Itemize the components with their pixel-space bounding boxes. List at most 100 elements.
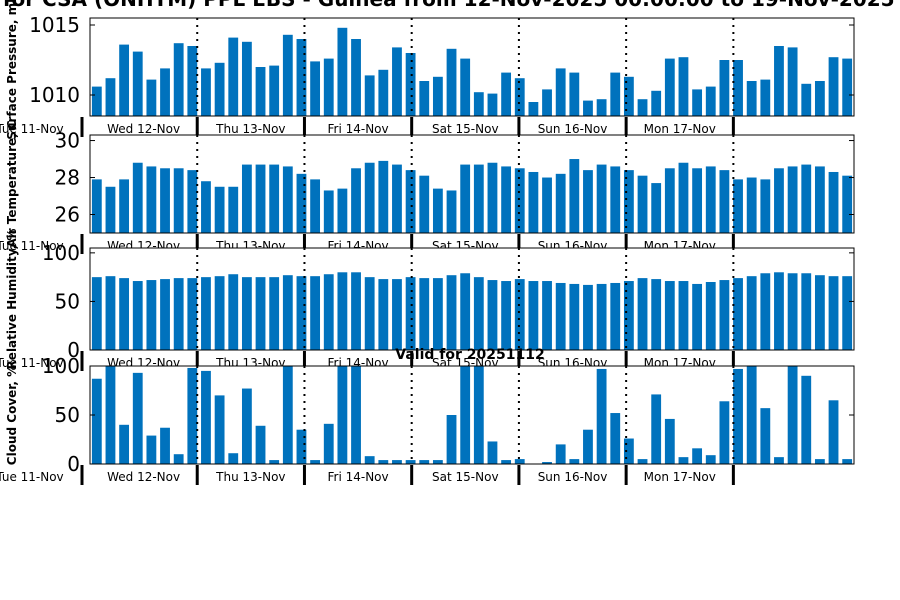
bar: 28.5 (160, 168, 170, 233)
bar: 75 (91, 277, 102, 350)
bar: 64 (719, 401, 730, 464)
bar: 100 (105, 366, 116, 464)
bar: 28.2 (296, 173, 307, 233)
bar: 28 (542, 177, 552, 233)
day-label: Tue 11-Nov (0, 122, 64, 136)
y-axis-label: Surface Pressure, mb (5, 0, 19, 140)
bar: 70 (214, 395, 225, 464)
bar: 79 (801, 273, 812, 350)
bar: 80 (774, 272, 784, 350)
bar: 76 (746, 276, 757, 350)
bar: 74 (119, 278, 130, 350)
bar: 1013.5 (187, 46, 198, 116)
day-label: Tue 11-Nov (0, 470, 64, 484)
bar: 100 (787, 366, 798, 464)
bar: 74 (419, 278, 430, 350)
bar: 1013.5 (774, 46, 784, 116)
bar: 93 (132, 372, 143, 464)
bar: 1011.9 (201, 68, 211, 116)
y-tick-label: 100 (42, 354, 80, 378)
y-axis-label: Relative Humidity, % (5, 229, 19, 370)
bar: 1014.1 (228, 37, 239, 116)
bar: 75 (241, 277, 252, 350)
bar: 1011.3 (432, 76, 443, 116)
bar: 77 (241, 388, 252, 464)
bar: 27.4 (337, 188, 348, 233)
bar: 1012.3 (214, 62, 225, 116)
bar: 75 (364, 277, 375, 350)
bar: 4 (310, 460, 321, 464)
bar: 1013.7 (173, 43, 184, 117)
bar: 95 (201, 370, 211, 464)
day-label: Mon 17-Nov (644, 470, 716, 484)
bar: 76 (296, 276, 307, 350)
bar: 28.6 (814, 166, 825, 233)
bar: 9 (705, 455, 716, 464)
bar: 75 (405, 277, 416, 350)
bar: 1011.3 (623, 76, 634, 116)
bar: 72 (719, 280, 730, 350)
bar: 28.1 (842, 175, 853, 233)
bar: 1012.6 (460, 58, 471, 116)
bar: 1011.6 (610, 72, 621, 116)
bar: 28.4 (719, 170, 730, 233)
bar: 5 (569, 459, 580, 464)
bar: 74 (187, 278, 198, 350)
bar: 1012.6 (842, 58, 853, 116)
bar: 72 (146, 280, 157, 350)
bar: 27.9 (91, 179, 102, 233)
day-label: Mon 17-Nov (644, 122, 716, 136)
bar: 1011.8 (378, 69, 389, 116)
bar: 35 (583, 429, 593, 464)
bar: 71 (664, 281, 675, 350)
bar: 28.7 (596, 164, 607, 233)
bar: 27.3 (323, 190, 334, 233)
bar: 27.9 (119, 179, 130, 233)
bar: 1009.7 (637, 99, 648, 116)
bar: 50 (446, 415, 457, 464)
bar: 28.6 (787, 166, 798, 233)
bar: 77 (814, 275, 825, 350)
bar: 5 (842, 459, 853, 464)
bar: 67 (583, 284, 593, 350)
axis-frame (89, 134, 855, 234)
bar: 28.8 (487, 162, 498, 233)
bar: 28.4 (187, 170, 198, 233)
bar: 1010.4 (542, 89, 552, 116)
bar: 27.5 (214, 186, 225, 233)
bar: 28.3 (528, 171, 539, 233)
bar: 27.4 (432, 188, 443, 233)
bar: 1014 (296, 39, 307, 116)
bar: 2 (542, 462, 552, 464)
y-axis-label: Cloud Cover, % (5, 365, 19, 465)
bar: 1012.6 (323, 58, 334, 116)
bar: 1011.4 (364, 75, 375, 116)
bar: 28.4 (583, 170, 593, 233)
bar: 1013.6 (119, 44, 130, 116)
bar: 1012.7 (678, 57, 689, 116)
bar: 71 (678, 281, 689, 350)
bar: 27.8 (201, 181, 211, 233)
bar: 28 (746, 177, 757, 233)
day-label: Sun 16-Nov (538, 470, 608, 484)
panel-4: 8710040932937109895701177394100354411001… (0, 354, 855, 485)
bar: 28.4 (405, 170, 416, 233)
bar: 1011 (419, 81, 430, 116)
bar: 76 (310, 276, 321, 350)
bar: 1011.1 (146, 79, 157, 116)
bar: 70 (705, 282, 716, 350)
bar: 72 (487, 280, 498, 350)
bar: 28.8 (132, 162, 143, 233)
bar: 28.6 (705, 166, 716, 233)
bar: 28.7 (255, 164, 266, 233)
bar: 1013.4 (787, 47, 798, 116)
bar: 1013 (405, 53, 416, 116)
bar: 77 (282, 275, 293, 350)
bar: 80 (337, 272, 348, 350)
bar: 68 (596, 283, 607, 350)
chart-title: Forecast for CSA (ONHTM) PPL EBS - Guine… (0, 0, 900, 11)
bar: 5 (814, 459, 825, 464)
day-label: Fri 14-Nov (327, 122, 388, 136)
bar: 100 (473, 366, 484, 464)
